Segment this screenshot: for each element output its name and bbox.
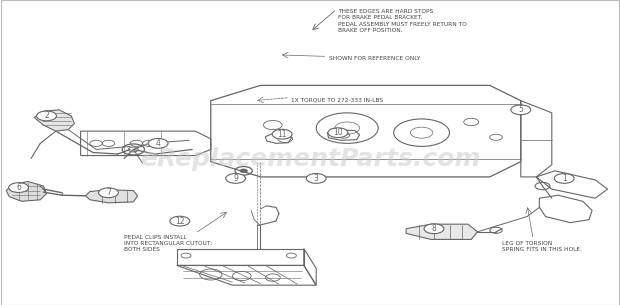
Polygon shape xyxy=(406,224,477,239)
Circle shape xyxy=(240,169,247,173)
Text: 5: 5 xyxy=(518,105,523,114)
Polygon shape xyxy=(34,110,74,131)
Circle shape xyxy=(99,188,118,198)
Text: 1: 1 xyxy=(562,174,567,183)
Polygon shape xyxy=(6,181,47,201)
Text: 4: 4 xyxy=(156,139,161,148)
Text: 2: 2 xyxy=(44,111,49,120)
Circle shape xyxy=(424,224,444,234)
Circle shape xyxy=(9,183,29,192)
Text: 11: 11 xyxy=(277,130,287,139)
Circle shape xyxy=(328,128,348,138)
Polygon shape xyxy=(86,190,138,203)
Text: 9: 9 xyxy=(233,174,238,183)
Text: 6: 6 xyxy=(16,183,21,192)
Circle shape xyxy=(148,138,168,148)
Text: eReplacementParts.com: eReplacementParts.com xyxy=(140,147,480,170)
Circle shape xyxy=(511,105,531,115)
Text: 10: 10 xyxy=(333,128,343,137)
Circle shape xyxy=(306,174,326,183)
Text: 8: 8 xyxy=(432,224,436,233)
Text: LEG OF TORSION
SPRING FITS IN THIS HOLE.: LEG OF TORSION SPRING FITS IN THIS HOLE. xyxy=(502,241,582,252)
Text: PEDAL CLIPS INSTALL
INTO RECTANGULAR CUTOUT;
BOTH SIDES: PEDAL CLIPS INSTALL INTO RECTANGULAR CUT… xyxy=(124,235,212,252)
Text: 7: 7 xyxy=(106,188,111,197)
Text: 12: 12 xyxy=(175,217,185,226)
Circle shape xyxy=(272,129,292,139)
Text: 3: 3 xyxy=(314,174,319,183)
Text: THESE EDGES ARE HARD STOPS
FOR BRAKE PEDAL BRACKET.
PEDAL ASSEMBLY MUST FREELY R: THESE EDGES ARE HARD STOPS FOR BRAKE PED… xyxy=(338,9,467,33)
Text: 1X TORQUE TO 272-333 IN-LBS: 1X TORQUE TO 272-333 IN-LBS xyxy=(291,98,383,102)
Circle shape xyxy=(170,216,190,226)
Circle shape xyxy=(226,174,246,183)
Text: SHOWN FOR REFERENCE ONLY: SHOWN FOR REFERENCE ONLY xyxy=(329,56,420,61)
Circle shape xyxy=(37,111,56,121)
Circle shape xyxy=(554,174,574,183)
